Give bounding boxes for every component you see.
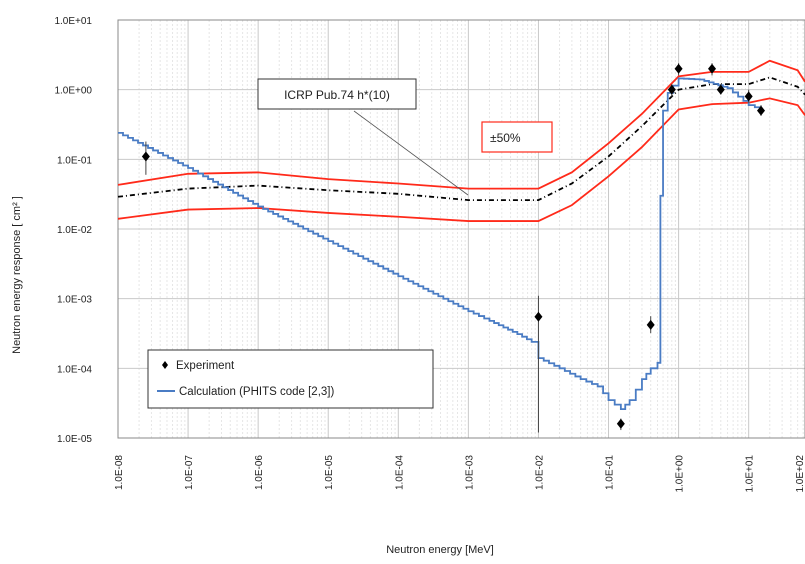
annotation-icrp-label: ICRP Pub.74 h*(10) xyxy=(284,88,390,102)
y-tick-label: 1.0E-05 xyxy=(57,434,92,445)
x-tick-label: 1.0E+00 xyxy=(675,455,686,493)
x-tick-label: 1.0E-06 xyxy=(254,455,265,490)
y-axis-ticks: 1.0E+01 1.0E+00 1.0E-01 1.0E-02 1.0E-03 1.0E-… xyxy=(54,16,92,445)
plot-area xyxy=(117,19,805,439)
experiment-point xyxy=(667,84,676,95)
x-axis-ticks: 1.0E-08 1.0E-07 1.0E-06 1.0E-05 1.0E-04 1.0E-… xyxy=(114,455,805,493)
x-axis-label: Neutron energy [MeV] xyxy=(386,544,494,556)
y-tick-label: 1.0E+00 xyxy=(54,86,92,97)
y-tick-label: 1.0E-04 xyxy=(57,364,92,375)
x-tick-label: 1.0E-05 xyxy=(324,455,335,490)
x-tick-label: 1.0E-01 xyxy=(605,455,616,490)
annotation-icrp-leader xyxy=(353,110,469,196)
experiment-point xyxy=(708,63,717,74)
tolerance-series-line xyxy=(117,59,805,190)
x-tick-label: 1.0E+01 xyxy=(745,455,756,493)
y-tick-label: 1.0E+01 xyxy=(54,16,92,27)
x-tick-label: 1.0E-03 xyxy=(464,455,475,490)
annotation-icrp: ICRP Pub.74 h*(10) xyxy=(257,78,469,196)
experiment-point xyxy=(616,418,625,429)
y-tick-label: 1.0E-01 xyxy=(57,155,92,166)
calculation-series-line xyxy=(118,77,762,410)
x-tick-label: 1.0E-08 xyxy=(114,455,125,490)
annotation-plus-minus-label: ±50% xyxy=(490,131,521,145)
tolerance-series-line xyxy=(117,97,805,222)
x-tick-label: 1.0E-07 xyxy=(184,455,195,490)
annotation-plus-minus-box xyxy=(481,121,553,153)
legend-calculation-label: Calculation (PHITS code [2,3]) xyxy=(179,386,334,398)
icrp-series-line xyxy=(117,76,805,201)
legend-experiment-marker xyxy=(162,361,168,369)
legend-experiment-label: Experiment xyxy=(176,360,235,372)
legend: Experiment Calculation (PHITS code [2,3]… xyxy=(147,349,434,409)
experiment-point xyxy=(716,84,725,95)
x-tick-label: 1.0E+02 xyxy=(795,455,805,493)
x-tick-label: 1.0E-04 xyxy=(394,455,405,490)
experiment-point xyxy=(646,319,655,330)
y-tick-label: 1.0E-03 xyxy=(57,295,92,306)
experiment-point xyxy=(757,105,766,116)
x-tick-label: 1.0E-02 xyxy=(534,455,545,490)
experiment-point xyxy=(141,151,150,162)
legend-box xyxy=(147,349,434,409)
experiment-point xyxy=(744,91,753,102)
annotation-plus-minus: ±50% xyxy=(481,121,553,153)
y-axis-label: Neutron energy response [ cm² ] xyxy=(11,196,23,354)
experiment-point xyxy=(674,63,683,74)
y-tick-label: 1.0E-02 xyxy=(57,225,92,236)
series-layer xyxy=(117,59,805,433)
annotation-icrp-box xyxy=(257,78,417,110)
experiment-point xyxy=(534,311,543,322)
